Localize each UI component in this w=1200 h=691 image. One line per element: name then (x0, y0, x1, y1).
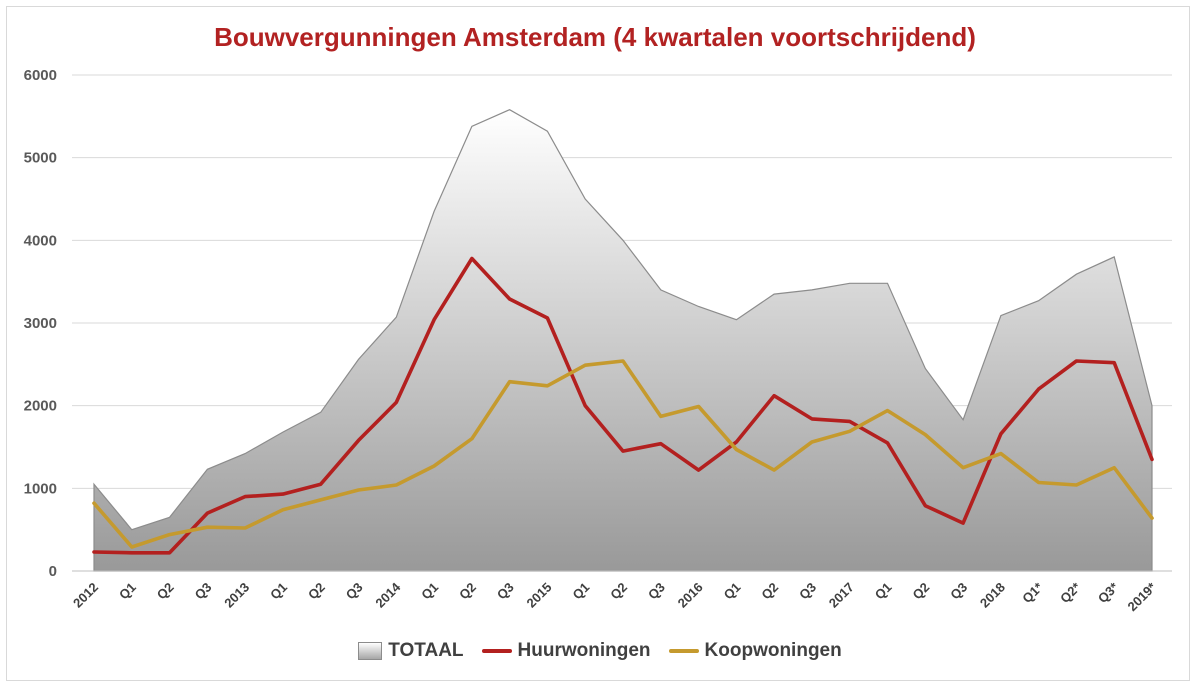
legend-label-totaal: TOTAAL (388, 640, 464, 661)
legend-item-huurwoningen: Huurwoningen (481, 640, 651, 662)
y-tick-label: 3000 (24, 315, 57, 332)
x-tick-label: Q3 (645, 580, 668, 603)
x-tick-label: Q3 (343, 580, 366, 603)
x-tick-label: 2016 (675, 580, 706, 611)
y-tick-label: 4000 (24, 232, 57, 249)
chart-title: Bouwvergunningen Amsterdam (4 kwartalen … (214, 22, 976, 52)
y-tick-label: 5000 (24, 150, 57, 167)
series-area-totaal (93, 109, 1153, 572)
x-tick-label: Q1 (569, 580, 592, 603)
legend-label-koopwoningen: Koopwoningen (704, 640, 842, 661)
x-tick-label: Q2 (456, 580, 479, 603)
chart-legend: TOTAAL Huurwoningen Koopwoningen (0, 640, 1200, 662)
x-tick-label: Q2 (910, 580, 933, 603)
legend-label-huurwoningen: Huurwoningen (517, 640, 651, 661)
legend-swatch-koopwoningen (668, 649, 699, 653)
series-line-huurwoningen (92, 256, 1154, 555)
x-tick-label: 2019* (1124, 579, 1159, 614)
x-tick-label: 2018 (977, 580, 1008, 611)
x-tick-label: Q3 (796, 580, 819, 603)
y-tick-label: 6000 (24, 67, 57, 84)
x-tick-label: Q2 (607, 580, 630, 603)
legend-swatch-totaal (358, 642, 383, 660)
x-tick-label: 2012 (70, 580, 101, 611)
x-tick-label: 2014 (372, 579, 404, 611)
x-tick-label: 2015 (523, 580, 554, 611)
x-tick-label: 2017 (826, 580, 857, 611)
x-tick-label: Q1 (116, 580, 139, 603)
x-tick-label: Q1 (721, 580, 744, 603)
x-tick-label: Q3 (947, 580, 970, 603)
x-tick-label: Q3* (1095, 579, 1122, 606)
x-tick-label: 2013 (221, 580, 252, 611)
x-tick-label: Q3 (494, 580, 517, 603)
x-tick-label: Q2* (1057, 579, 1084, 606)
legend-swatch-huurwoningen (481, 649, 512, 653)
y-tick-label: 0 (49, 563, 57, 580)
y-tick-label: 1000 (24, 480, 57, 497)
legend-item-koopwoningen: Koopwoningen (668, 640, 842, 662)
legend-item-totaal: TOTAAL (358, 640, 464, 662)
x-tick-label: Q1 (267, 580, 290, 603)
x-tick-label: Q2 (758, 580, 781, 603)
x-tick-label: Q2 (154, 580, 177, 603)
x-tick-label: Q1 (872, 580, 895, 603)
x-tick-label: Q1 (418, 580, 441, 603)
x-tick-label: Q3 (192, 580, 215, 603)
x-tick-label: Q1* (1019, 579, 1046, 606)
x-tick-label: Q2 (305, 580, 328, 603)
y-tick-label: 2000 (24, 398, 57, 415)
series-line-koopwoningen (92, 359, 1154, 549)
